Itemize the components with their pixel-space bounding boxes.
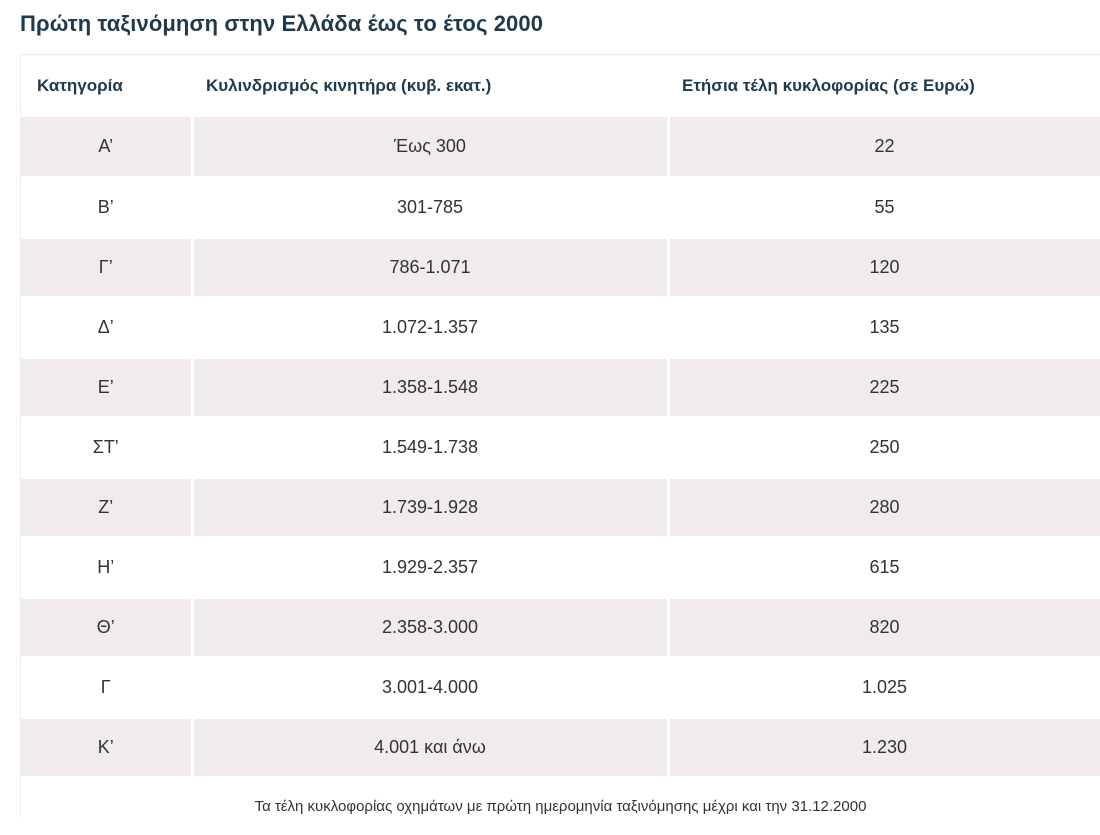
cell-category: Κ’ <box>21 717 194 779</box>
table-row: Η’ 1.929-2.357 615 <box>21 537 1100 599</box>
cell-engine-capacity: 301-785 <box>192 177 670 239</box>
cell-category: Θ’ <box>21 597 194 659</box>
tax-table: Κατηγορία Κυλινδρισμός κινητήρα (κυβ. εκ… <box>21 55 1100 779</box>
table-row: Κ’ 4.001 και άνω 1.230 <box>21 717 1100 779</box>
cell-annual-fee: 1.230 <box>668 717 1100 779</box>
table-caption: Τα τέλη κυκλοφορίας οχημάτων με πρώτη ημ… <box>254 797 867 815</box>
table-row: Γ 3.001-4.000 1.025 <box>21 657 1100 719</box>
cell-category: Ζ’ <box>21 477 194 539</box>
cell-engine-capacity: 786-1.071 <box>192 237 670 299</box>
cell-engine-capacity: 1.549-1.738 <box>192 417 670 479</box>
cell-annual-fee: 120 <box>668 237 1100 299</box>
table-row: ΣΤ’ 1.549-1.738 250 <box>21 417 1100 479</box>
header-annual-fee: Ετήσια τέλη κυκλοφορίας (σε Ευρώ) <box>668 55 1100 117</box>
cell-engine-capacity: 1.739-1.928 <box>192 477 670 539</box>
cell-engine-capacity: Έως 300 <box>192 117 670 179</box>
table-row: Α’ Έως 300 22 <box>21 117 1100 179</box>
cell-engine-capacity: 4.001 και άνω <box>192 717 670 779</box>
table-header-row: Κατηγορία Κυλινδρισμός κινητήρα (κυβ. εκ… <box>21 55 1100 117</box>
cell-annual-fee: 22 <box>668 117 1100 179</box>
header-engine-capacity: Κυλινδρισμός κινητήρα (κυβ. εκατ.) <box>192 55 668 117</box>
page-title: Πρώτη ταξινόμηση στην Ελλάδα έως το έτος… <box>20 11 544 36</box>
table-row: Β’ 301-785 55 <box>21 177 1100 239</box>
cell-annual-fee: 1.025 <box>668 657 1100 719</box>
tax-table-container: Κατηγορία Κυλινδρισμός κινητήρα (κυβ. εκ… <box>20 54 1100 817</box>
cell-category: Α’ <box>21 117 194 179</box>
cell-category: Η’ <box>21 537 194 599</box>
header-category: Κατηγορία <box>21 55 192 117</box>
cell-annual-fee: 615 <box>668 537 1100 599</box>
table-row: Θ’ 2.358-3.000 820 <box>21 597 1100 659</box>
cell-category: Γ’ <box>21 237 194 299</box>
cell-engine-capacity: 1.072-1.357 <box>192 297 670 359</box>
cell-category: Β’ <box>21 177 194 239</box>
cell-category: ΣΤ’ <box>21 417 194 479</box>
cell-annual-fee: 280 <box>668 477 1100 539</box>
cell-category: Ε’ <box>21 357 194 419</box>
cell-engine-capacity: 1.929-2.357 <box>192 537 670 599</box>
table-row: Γ’ 786-1.071 120 <box>21 237 1100 299</box>
cell-annual-fee: 55 <box>668 177 1100 239</box>
cell-category: Γ <box>21 657 194 719</box>
cell-annual-fee: 820 <box>668 597 1100 659</box>
table-row: Ζ’ 1.739-1.928 280 <box>21 477 1100 539</box>
table-row: Ε’ 1.358-1.548 225 <box>21 357 1100 419</box>
cell-annual-fee: 225 <box>668 357 1100 419</box>
cell-engine-capacity: 1.358-1.548 <box>192 357 670 419</box>
cell-engine-capacity: 2.358-3.000 <box>192 597 670 659</box>
cell-annual-fee: 250 <box>668 417 1100 479</box>
cell-annual-fee: 135 <box>668 297 1100 359</box>
cell-engine-capacity: 3.001-4.000 <box>192 657 670 719</box>
cell-category: Δ’ <box>21 297 194 359</box>
table-row: Δ’ 1.072-1.357 135 <box>21 297 1100 359</box>
